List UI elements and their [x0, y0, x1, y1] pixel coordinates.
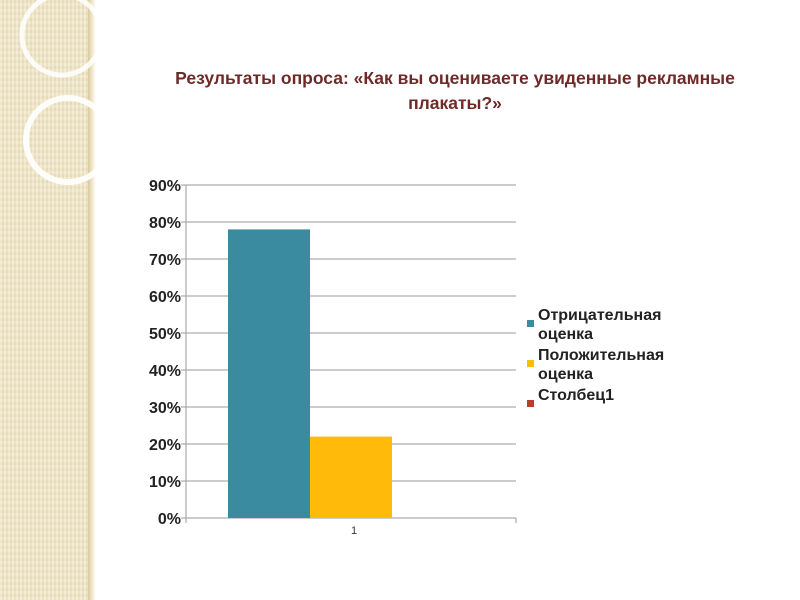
side-band-edge [88, 0, 96, 600]
y-tick-label: 30% [149, 400, 181, 417]
legend-swatch [527, 400, 534, 407]
legend-label: Положительная оценка [538, 347, 665, 383]
legend-item: Столбец1 [527, 386, 767, 407]
legend-item: Отрицательная оценка [527, 306, 767, 344]
y-tick-label: 0% [158, 511, 181, 528]
y-tick-label: 60% [149, 289, 181, 306]
y-tick-label: 40% [149, 363, 181, 380]
y-tick-label: 80% [149, 215, 181, 232]
legend-item: Положительная оценка [527, 346, 767, 384]
x-tick-label: 1 [351, 525, 357, 537]
legend-label: Отрицательная оценка [538, 307, 662, 343]
y-tick-label: 10% [149, 474, 181, 491]
y-tick-label: 50% [149, 326, 181, 343]
chart-legend: Отрицательная оценка Положительная оценка… [527, 306, 767, 409]
bar-2 [310, 436, 392, 518]
y-tick-label: 90% [149, 178, 181, 195]
y-tick-label: 20% [149, 437, 181, 454]
y-tick-label: 70% [149, 252, 181, 269]
legend-swatch [527, 320, 534, 327]
chart-title: Результаты опроса: «Как вы оцениваете ув… [175, 68, 735, 113]
decorative-circles [19, 0, 113, 185]
legend-swatch [527, 360, 534, 367]
bar-1 [228, 229, 310, 518]
legend-label: Столбец1 [538, 387, 615, 404]
